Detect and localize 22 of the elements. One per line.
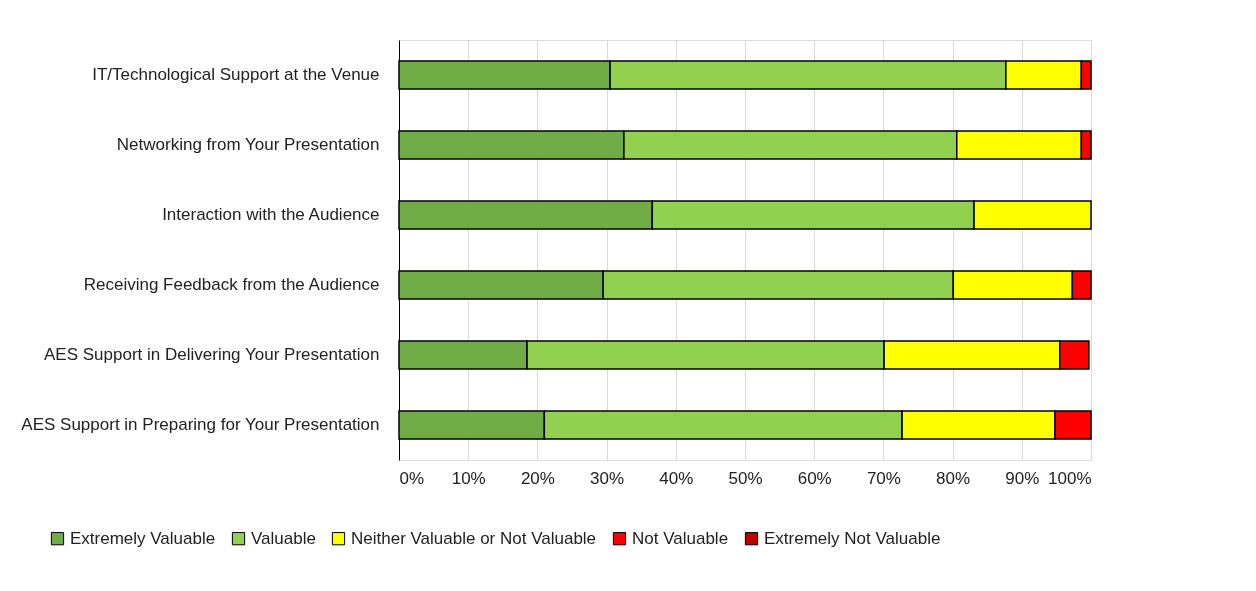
y-tick-label: Receiving Feedback from the Audience	[83, 275, 380, 294]
legend-label: Not Valuable	[632, 528, 729, 548]
x-tick-label: 60%	[797, 468, 832, 488]
y-tick-label: Interaction with the Audience	[162, 205, 380, 224]
y-tick-label: AES Support in Preparing for Your Presentation	[21, 415, 380, 434]
legend-label: Extremely Not Valuable	[764, 528, 941, 548]
x-tick-label: 100%	[1048, 468, 1092, 488]
legend-label: Valuable	[251, 528, 316, 548]
x-tick-label: 30%	[590, 468, 625, 488]
y-tick-label: IT/Technological Support at the Venue	[92, 65, 380, 84]
x-tick-label: 90%	[1005, 468, 1040, 488]
x-tick-label: 40%	[659, 468, 694, 488]
x-tick-label: 20%	[520, 468, 555, 488]
x-tick-label: 80%	[936, 468, 971, 488]
y-tick-label: Networking from Your Presentation	[116, 135, 380, 154]
x-tick-label: 50%	[728, 468, 763, 488]
y-tick-label: AES Support in Delivering Your Presentation	[44, 345, 380, 364]
x-tick-label: 0%	[399, 468, 425, 488]
x-tick-label: 70%	[866, 468, 901, 488]
legend-label: Neither Valuable or Not Valuable	[351, 528, 597, 548]
x-tick-label: 10%	[451, 468, 486, 488]
legend-label: Extremely Valuable	[70, 528, 216, 548]
